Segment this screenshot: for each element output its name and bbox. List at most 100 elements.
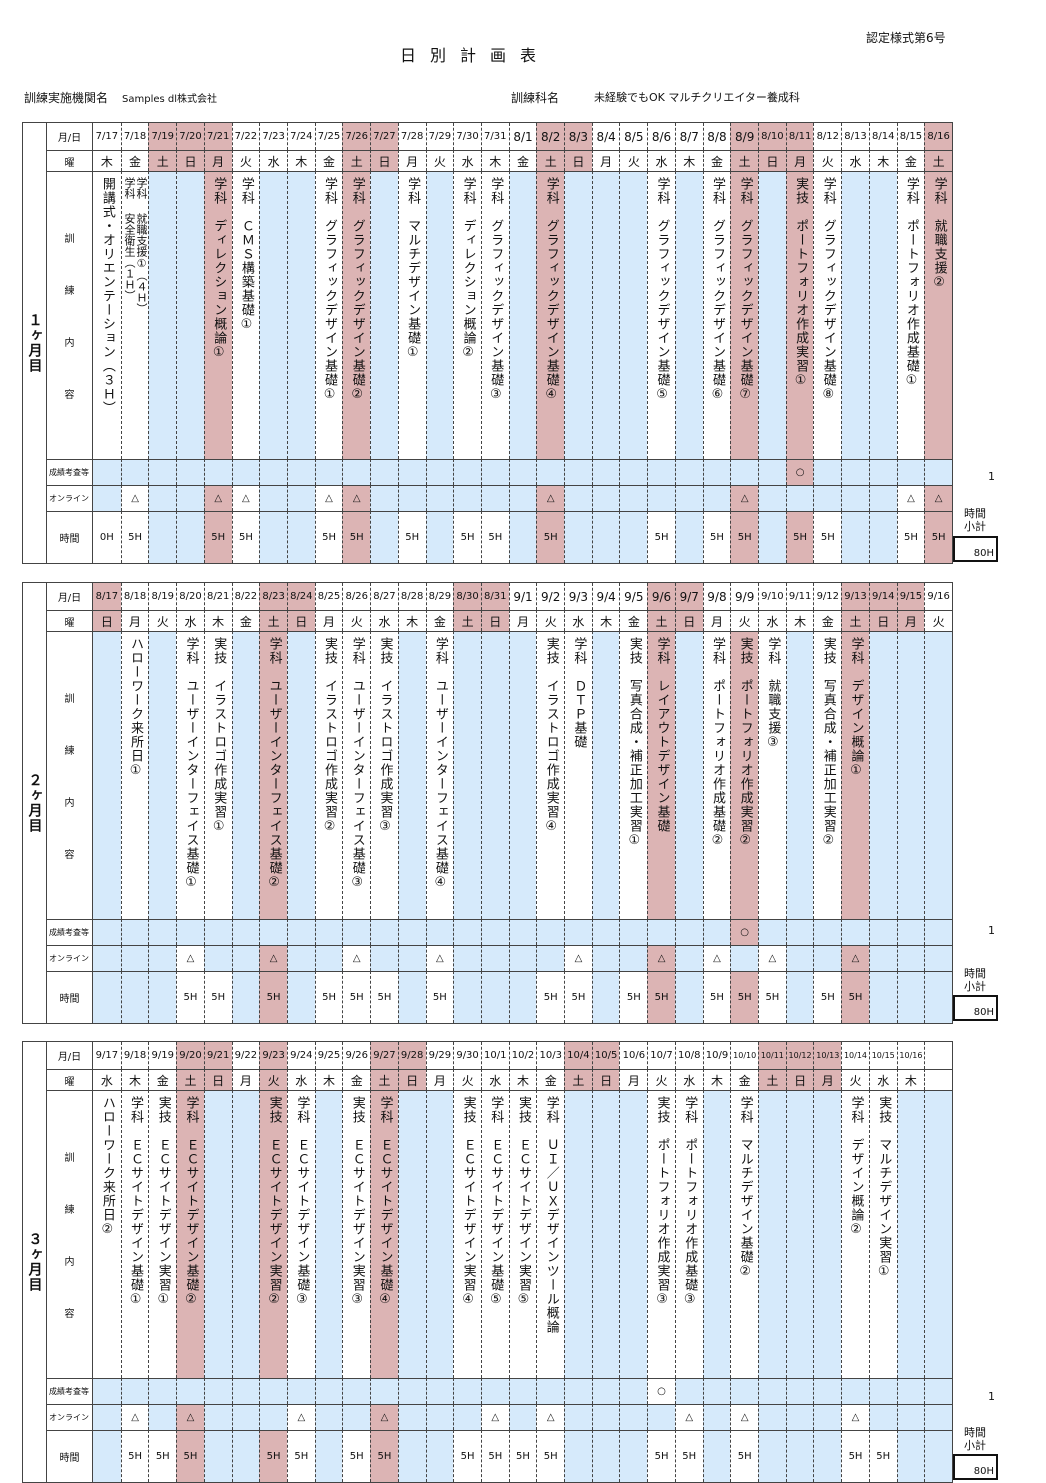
weekday-cell: 水 <box>370 610 398 631</box>
training-content-cell <box>425 1090 454 1378</box>
row-label-hours: 時間 <box>47 971 93 1023</box>
date-cell: 7/29 <box>425 123 454 150</box>
hours-cell: 5H <box>564 971 592 1023</box>
training-content-cell <box>176 171 204 459</box>
hours-cell <box>397 971 426 1023</box>
row-label-content: 訓練内容 <box>47 631 93 919</box>
online-cell: △ <box>730 485 759 511</box>
exam-cell <box>370 919 398 945</box>
date-cell: 10/4 <box>564 1042 592 1069</box>
exam-cell <box>813 1378 842 1404</box>
exam-cell <box>647 919 675 945</box>
date-cell: 9/1 <box>508 583 537 610</box>
online-cell <box>758 485 786 511</box>
training-title: グラフィックデザイン基礎⑥ <box>709 219 725 403</box>
training-title: イラストロゴ作成実習④ <box>543 679 559 835</box>
exam-cell <box>508 459 537 485</box>
training-title: ポートフォリオ作成基礎① <box>903 219 919 389</box>
training-entry: ハローワーク来所日① <box>128 637 143 779</box>
online-cell <box>397 485 426 511</box>
row-label-content: 訓練内容 <box>47 1090 93 1378</box>
exam-cell <box>536 459 565 485</box>
hours-cell <box>868 511 897 563</box>
training-entry: 実技 ＥＣサイトデザイン実習④ <box>461 1096 476 1308</box>
online-cell <box>841 485 869 511</box>
weekday-cell: 木 <box>286 150 315 171</box>
org-value: Samples dl株式会社 <box>122 94 218 105</box>
training-title: ポートフォリオ作成実習③ <box>654 1138 670 1308</box>
date-cell: 9/4 <box>591 583 620 610</box>
weekday-cell: 土 <box>370 1069 398 1090</box>
exam-cell <box>591 459 620 485</box>
training-entry: 実技イラストロゴ作成実習③ <box>377 637 392 835</box>
training-entry: 学科グラフィックデザイン基礎⑤ <box>655 177 670 403</box>
online-cell <box>647 485 675 511</box>
online-cell <box>868 945 897 971</box>
date-cell: 9/26 <box>342 1042 371 1069</box>
online-cell: △ <box>176 1404 204 1430</box>
hours-cell: 5H <box>342 971 371 1023</box>
subtotal-box: 80H <box>953 1454 998 1480</box>
weekday-cell: 木 <box>314 1069 343 1090</box>
online-cell <box>758 1404 786 1430</box>
training-entry: 学科安全衛生（１Ｈ） <box>123 177 136 301</box>
date-cell: 9/12 <box>813 583 842 610</box>
hours-cell: 5H <box>813 511 842 563</box>
training-type: 学科 <box>211 177 227 205</box>
month-label: ３ヶ月目 <box>23 1042 47 1482</box>
date-cell: 7/25 <box>314 123 343 150</box>
weekday-cell <box>924 1069 952 1090</box>
training-entry: 実技ポートフォリオ作成実習② <box>738 637 753 849</box>
training-content-cell: 実技イラストロゴ作成実習② <box>314 631 343 919</box>
training-entry: 学科 ＣＭＳ構築基礎① <box>239 177 254 333</box>
date-cell: 8/25 <box>314 583 343 610</box>
exam-cell <box>120 459 149 485</box>
exam-cell <box>314 919 343 945</box>
online-cell <box>231 945 260 971</box>
training-type: 学科 <box>543 177 559 205</box>
date-cell: 9/5 <box>619 583 648 610</box>
date-cell: 8/24 <box>286 583 315 610</box>
online-cell <box>564 485 592 511</box>
hours-cell: 0H <box>93 511 121 563</box>
exam-cell: ○ <box>785 459 814 485</box>
weekday-cell: 月 <box>120 610 149 631</box>
training-content-cell <box>148 631 177 919</box>
exam-cell <box>730 459 759 485</box>
row-label-char: 練 <box>64 286 75 298</box>
weekday-cell: 水 <box>480 1069 509 1090</box>
weekday-cell: 火 <box>813 150 842 171</box>
row-label-weekday: 曜 <box>47 150 93 171</box>
row-label-char: 訓 <box>64 694 75 706</box>
exam-cell <box>453 919 481 945</box>
weekday-cell: 火 <box>148 610 177 631</box>
training-content-cell <box>813 1090 842 1378</box>
date-cell: 8/15 <box>896 123 925 150</box>
hours-cell: 5H <box>120 1430 149 1482</box>
exam-cell <box>868 1378 897 1404</box>
exam-cell <box>370 459 398 485</box>
hours-cell: 5H <box>868 1430 897 1482</box>
exam-cell <box>480 1378 509 1404</box>
exam-cell <box>425 919 454 945</box>
weekday-cell: 月 <box>314 610 343 631</box>
hours-cell <box>176 511 204 563</box>
training-content-cell <box>564 171 592 459</box>
online-cell: △ <box>758 945 786 971</box>
training-title: 就職支援② <box>931 219 947 291</box>
training-type: 実技 <box>322 637 338 665</box>
date-cell: 10/12 <box>785 1042 814 1069</box>
weekday-cell: 日 <box>93 610 121 631</box>
exam-cell <box>370 1378 398 1404</box>
exam-cell <box>924 919 952 945</box>
exam-cell <box>785 919 814 945</box>
hours-cell <box>896 971 925 1023</box>
date-cell: 9/18 <box>120 1042 149 1069</box>
exam-cell <box>702 919 731 945</box>
hours-cell: 5H <box>203 511 232 563</box>
training-title: ＥＣサイトデザイン基礎② <box>183 1138 199 1308</box>
online-cell <box>674 945 703 971</box>
online-cell <box>785 945 814 971</box>
online-cell <box>647 1404 675 1430</box>
training-title: ポートフォリオ作成基礎③ <box>682 1138 698 1308</box>
